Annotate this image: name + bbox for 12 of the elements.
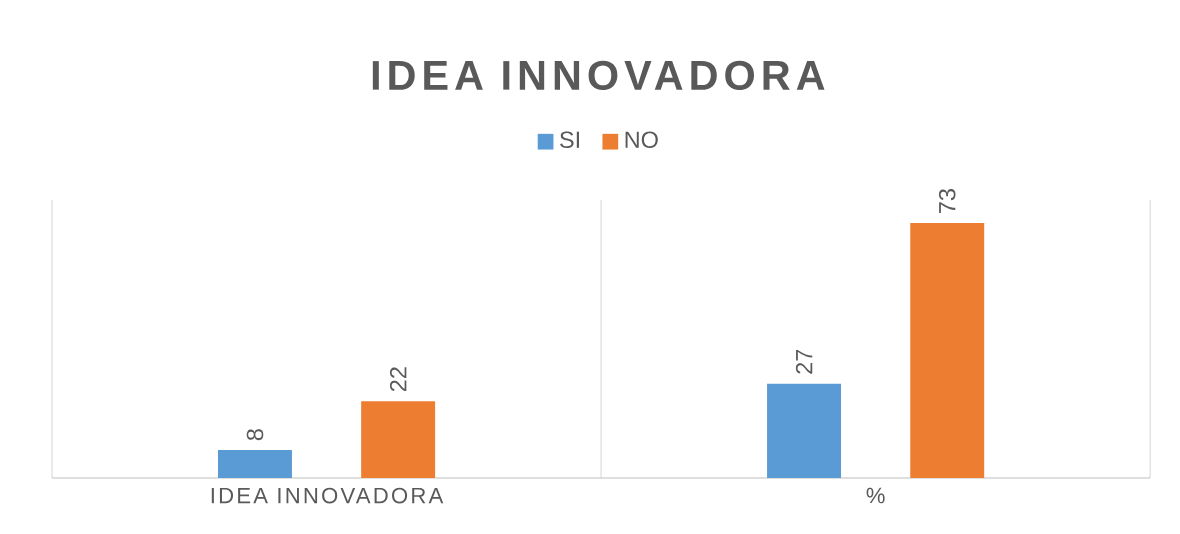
chart-title: IDEA INNOVADORA [372,60,825,91]
data-label: 27 [795,349,813,374]
bar [767,383,842,478]
data-label: 73 [938,189,956,213]
bar [361,401,436,478]
x-tick-label: % [866,487,885,504]
data-label: 22 [389,367,407,392]
legend-label: SI [560,131,580,149]
bar [217,450,292,478]
legend-label: NO [625,131,658,149]
bar [910,223,985,478]
data-label: 8 [246,429,264,441]
